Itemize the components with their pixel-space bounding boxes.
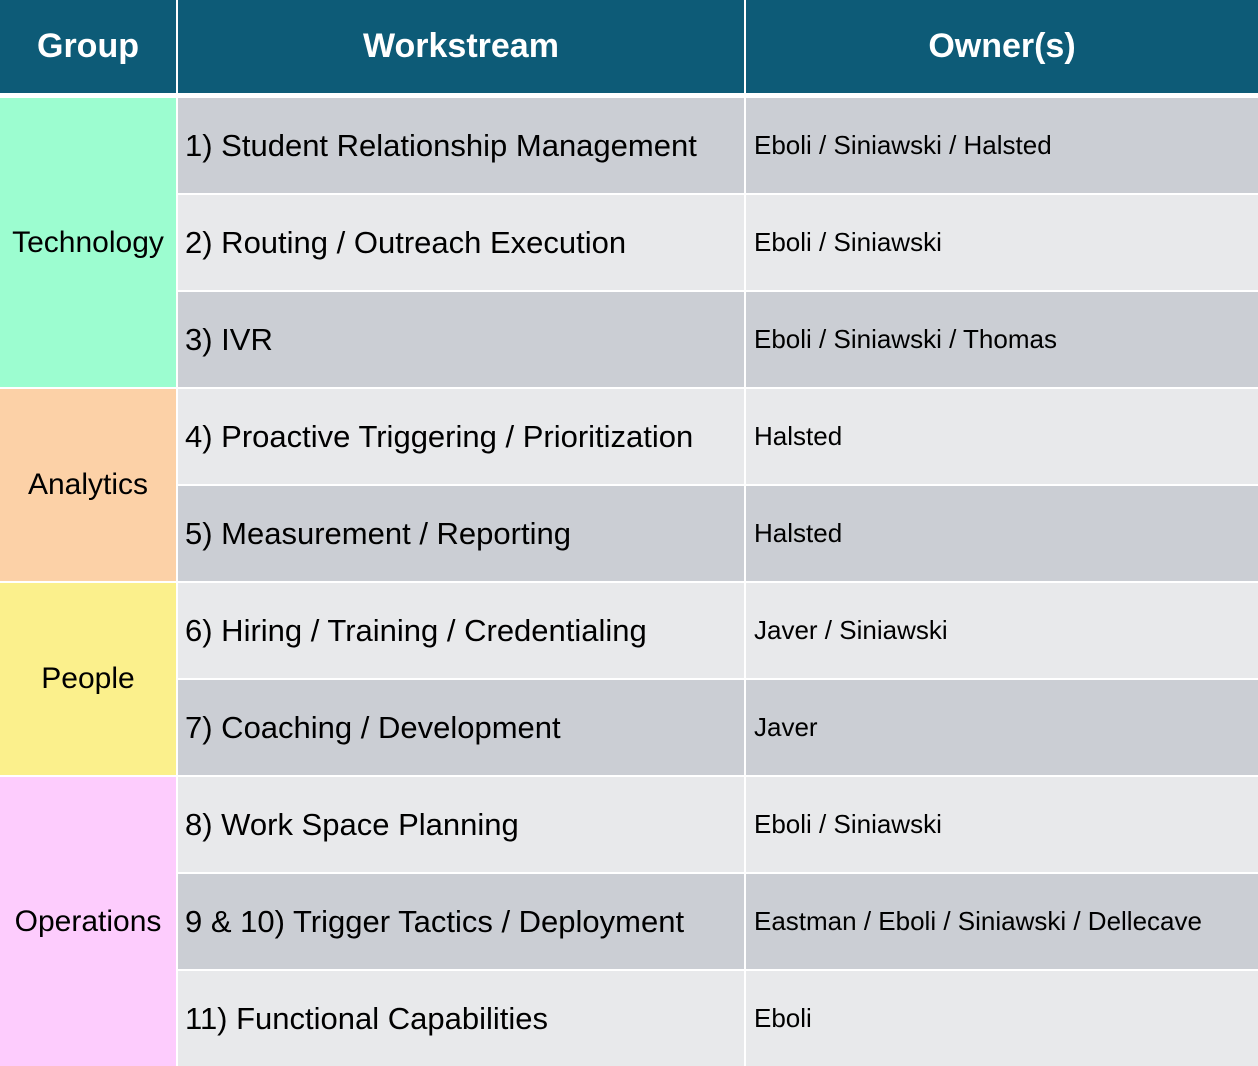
workstream-cell: 7) Coaching / Development [178,680,746,777]
owners-cell: Eboli / Siniawski / Thomas [746,292,1258,389]
table-body: Technology 1) Student Relationship Manage… [0,98,1258,1066]
table-header: Group Workstream Owner(s) [0,0,1258,98]
workstream-cell: 8) Work Space Planning [178,777,746,874]
owners-cell: Eboli / Siniawski [746,195,1258,292]
header-owners: Owner(s) [746,0,1258,98]
table-row: 2) Routing / Outreach Execution Eboli / S… [0,195,1258,292]
owners-cell: Javer [746,680,1258,777]
workstream-cell: 9 & 10) Trigger Tactics / Deployment [178,874,746,971]
owners-cell: Halsted [746,389,1258,486]
table-row: 9 & 10) Trigger Tactics / Deployment East… [0,874,1258,971]
table-row: People 6) Hiring / Training / Credentiali… [0,583,1258,777]
owners-cell: Eboli / Siniawski / Halsted [746,98,1258,195]
table-row: Analytics 4) Proactive Triggering / Prior… [0,389,1258,583]
workstream-cell: 2) Routing / Outreach Execution [178,195,746,292]
owners-cell: Eboli [746,971,1258,1066]
table-row: 5) Measurement / Reporting Halsted [0,486,1258,583]
header-row: Group Workstream Owner(s) [0,0,1258,98]
table-row: Operations 8) Work Space Planning Eboli / … [0,777,1258,1066]
header-group: Group [0,0,178,98]
table-row: 3) IVR Eboli / Siniawski / Thomas [0,292,1258,389]
workstream-cell: 5) Measurement / Reporting [178,486,746,583]
owners-cell: Eastman / Eboli / Siniawski / Dellecave [746,874,1258,971]
header-workstream: Workstream [178,0,746,98]
table-row: Technology 1) Student Relationship Manage… [0,98,1258,389]
workstream-cell: 11) Functional Capabilities [178,971,746,1066]
group-cell-people: People [0,583,178,777]
table-row: 7) Coaching / Development Javer [0,680,1258,777]
workstream-cell: 4) Proactive Triggering / Prioritization [178,389,746,486]
group-cell-operations: Operations [0,777,178,1066]
owners-cell: Eboli / Siniawski [746,777,1258,874]
table-row: 11) Functional Capabilities Eboli [0,971,1258,1066]
group-cell-analytics: Analytics [0,389,178,583]
workstream-cell: 6) Hiring / Training / Credentialing [178,583,746,680]
group-cell-technology: Technology [0,98,178,389]
workstream-cell: 1) Student Relationship Management [178,98,746,195]
owners-cell: Halsted [746,486,1258,583]
owners-cell: Javer / Siniawski [746,583,1258,680]
workstream-cell: 3) IVR [178,292,746,389]
